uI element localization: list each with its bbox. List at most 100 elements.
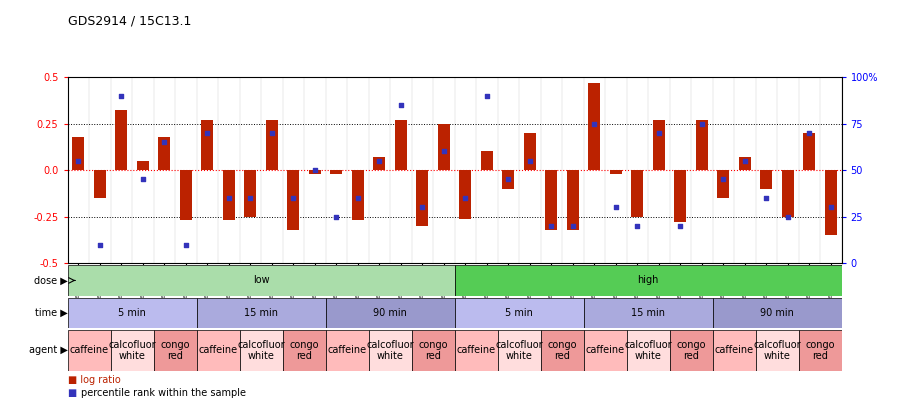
Bar bbox=[266, 120, 278, 170]
Bar bbox=[352, 170, 364, 220]
Bar bbox=[111, 330, 154, 371]
Bar bbox=[755, 330, 798, 371]
Point bbox=[415, 204, 429, 211]
Bar bbox=[798, 330, 842, 371]
Bar bbox=[68, 265, 454, 296]
Bar bbox=[158, 136, 170, 170]
Text: ■ log ratio: ■ log ratio bbox=[68, 375, 121, 385]
Point bbox=[780, 213, 795, 220]
Text: caffeine: caffeine bbox=[585, 345, 625, 355]
Text: GDS2914 / 15C13.1: GDS2914 / 15C13.1 bbox=[68, 14, 191, 27]
Point bbox=[565, 223, 580, 229]
Text: caffeine: caffeine bbox=[456, 345, 496, 355]
Text: calcofluor
white: calcofluor white bbox=[495, 339, 543, 361]
Text: congo
red: congo red bbox=[418, 339, 448, 361]
Point bbox=[716, 176, 731, 183]
Point bbox=[136, 176, 150, 183]
Text: dose ▶: dose ▶ bbox=[34, 275, 68, 286]
Bar bbox=[583, 330, 626, 371]
Bar bbox=[180, 170, 192, 220]
Bar bbox=[196, 330, 239, 371]
Bar bbox=[283, 330, 326, 371]
Bar bbox=[567, 170, 579, 230]
Point bbox=[652, 130, 666, 136]
Bar bbox=[670, 330, 713, 371]
Bar bbox=[68, 330, 111, 371]
Bar bbox=[760, 170, 772, 189]
Point bbox=[286, 195, 301, 201]
Point bbox=[501, 176, 516, 183]
Text: congo
red: congo red bbox=[806, 339, 835, 361]
Point bbox=[436, 148, 451, 155]
Bar bbox=[674, 170, 686, 222]
Point bbox=[221, 195, 236, 201]
Bar bbox=[202, 120, 213, 170]
Point bbox=[114, 92, 129, 99]
Bar bbox=[652, 120, 665, 170]
Bar bbox=[72, 136, 85, 170]
Bar bbox=[94, 170, 105, 198]
Bar bbox=[454, 330, 498, 371]
Text: congo
red: congo red bbox=[676, 339, 706, 361]
Bar bbox=[713, 298, 842, 328]
Point bbox=[608, 204, 623, 211]
Text: calcofluor
white: calcofluor white bbox=[366, 339, 414, 361]
Bar bbox=[309, 170, 320, 174]
Point bbox=[372, 158, 386, 164]
Text: calcofluor
white: calcofluor white bbox=[625, 339, 671, 361]
Text: high: high bbox=[637, 275, 659, 286]
Text: agent ▶: agent ▶ bbox=[29, 345, 68, 355]
Bar bbox=[437, 124, 450, 170]
Point bbox=[200, 130, 214, 136]
Bar bbox=[411, 330, 454, 371]
Bar bbox=[223, 170, 235, 220]
Bar bbox=[395, 120, 407, 170]
Bar bbox=[137, 161, 148, 170]
Bar bbox=[502, 170, 514, 189]
Text: 15 min: 15 min bbox=[631, 308, 665, 318]
Point bbox=[329, 213, 344, 220]
Text: caffeine: caffeine bbox=[715, 345, 753, 355]
Bar bbox=[374, 157, 385, 170]
Text: calcofluor
white: calcofluor white bbox=[108, 339, 156, 361]
Text: 5 min: 5 min bbox=[505, 308, 533, 318]
Text: congo
red: congo red bbox=[160, 339, 190, 361]
Point bbox=[93, 241, 107, 248]
Point bbox=[265, 130, 279, 136]
Point bbox=[759, 195, 773, 201]
Bar bbox=[481, 151, 492, 170]
Bar bbox=[541, 330, 583, 371]
Bar bbox=[713, 330, 755, 371]
Bar bbox=[545, 170, 557, 230]
Point bbox=[630, 223, 644, 229]
Bar bbox=[717, 170, 729, 198]
Bar bbox=[330, 170, 342, 174]
Point bbox=[544, 223, 558, 229]
Bar bbox=[583, 298, 713, 328]
Bar bbox=[244, 170, 256, 217]
Bar bbox=[589, 83, 600, 170]
Bar bbox=[498, 330, 541, 371]
Bar bbox=[154, 330, 196, 371]
Point bbox=[523, 158, 537, 164]
Text: congo
red: congo red bbox=[547, 339, 577, 361]
Bar bbox=[368, 330, 411, 371]
Bar bbox=[610, 170, 622, 174]
Point bbox=[178, 241, 193, 248]
Point bbox=[802, 130, 816, 136]
Text: calcofluor
white: calcofluor white bbox=[238, 339, 284, 361]
Bar bbox=[326, 298, 454, 328]
Bar bbox=[804, 133, 815, 170]
Point bbox=[587, 120, 601, 127]
Text: time ▶: time ▶ bbox=[35, 308, 68, 318]
Text: 90 min: 90 min bbox=[374, 308, 407, 318]
Point bbox=[351, 195, 365, 201]
Point bbox=[157, 139, 171, 145]
Bar bbox=[626, 330, 670, 371]
Bar bbox=[782, 170, 794, 217]
Bar bbox=[459, 170, 472, 219]
Bar bbox=[68, 298, 196, 328]
Bar bbox=[326, 330, 368, 371]
Bar bbox=[739, 157, 751, 170]
Text: caffeine: caffeine bbox=[328, 345, 366, 355]
